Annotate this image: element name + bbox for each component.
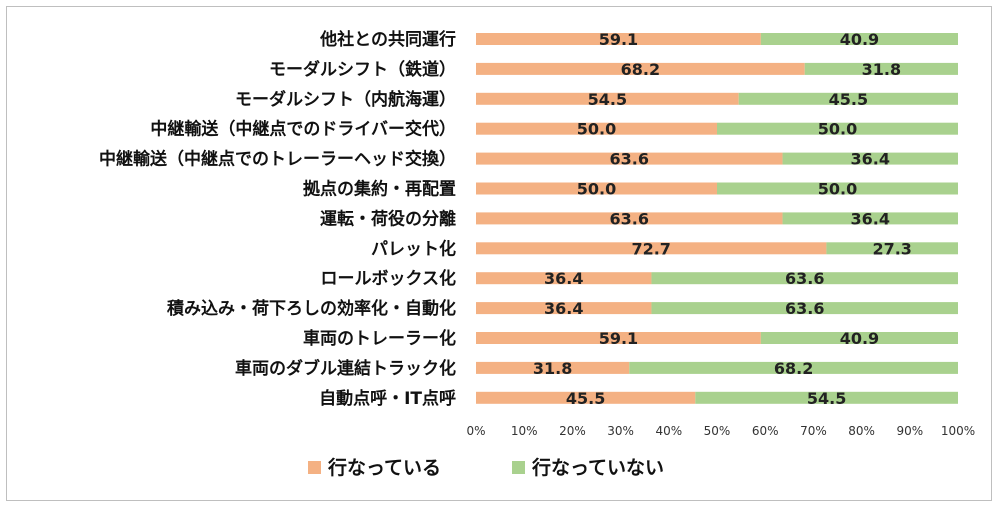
x-tick-label: 0% (466, 424, 485, 438)
x-tick-label: 100% (941, 424, 975, 438)
data-label: 54.5 (807, 389, 846, 408)
bar-segment-not-doing (717, 182, 958, 195)
bars: 59.1 40.9 68.2 31.8 54.5 45.5 50.0 50.0 63.6 36.4… (476, 30, 958, 408)
legend-swatch (308, 461, 321, 474)
data-label: 72.7 (631, 239, 670, 258)
data-label: 59.1 (599, 30, 638, 49)
bar-segment-doing (476, 62, 805, 75)
category-label: 運転・荷役の分離 (320, 208, 456, 229)
category-label: 中継輸送（中継点でのトレーラーヘッド交換） (99, 149, 456, 170)
legend-item-not-doing: 行なっていない (512, 456, 664, 479)
data-label: 40.9 (840, 329, 879, 348)
bar-segment-not-doing (826, 242, 958, 255)
data-label: 63.6 (785, 269, 824, 288)
data-label: 50.0 (818, 120, 857, 139)
bar-segment-not-doing (651, 302, 958, 315)
x-tick-label: 20% (559, 424, 586, 438)
data-label: 31.8 (533, 359, 572, 378)
legend-label: 行なっている (327, 456, 441, 479)
legend-label: 行なっていない (531, 456, 664, 479)
bar-segment-not-doing (804, 62, 958, 75)
category-label: 車両のダブル連結トラック化 (235, 358, 456, 379)
bar-segment-doing (476, 242, 827, 255)
data-label: 45.5 (829, 90, 868, 109)
category-label: 中継輸送（中継点でのドライバー交代） (150, 119, 456, 140)
bar-segment-not-doing (717, 122, 958, 135)
bar-segment-doing (476, 361, 630, 374)
legend-item-doing: 行なっている (308, 456, 441, 479)
bar-segment-not-doing (760, 332, 958, 344)
data-label: 50.0 (577, 180, 616, 199)
x-tick-label: 60% (752, 424, 779, 438)
bar-segment-not-doing (695, 391, 958, 404)
bar-segment-doing (476, 122, 717, 135)
data-label: 40.9 (840, 30, 879, 49)
bar-segment-doing (476, 33, 761, 45)
data-label: 63.6 (610, 209, 649, 228)
bar-segment-not-doing (738, 92, 958, 105)
bar-segment-doing (476, 391, 696, 404)
bar-segment-doing (476, 272, 652, 285)
category-label: 自動点呼・IT点呼 (319, 388, 456, 409)
x-tick-label: 10% (511, 424, 538, 438)
data-label: 36.4 (544, 299, 583, 318)
data-label: 45.5 (566, 389, 605, 408)
bar-segment-doing (476, 152, 783, 165)
x-tick-label: 30% (607, 424, 634, 438)
x-tick-label: 90% (896, 424, 923, 438)
legend-swatch (512, 461, 525, 474)
category-label: ロールボックス化 (321, 268, 457, 289)
data-label: 63.6 (610, 150, 649, 169)
data-label: 36.4 (851, 150, 890, 169)
data-label: 31.8 (862, 60, 901, 79)
data-label: 50.0 (577, 120, 616, 139)
bar-segment-doing (476, 182, 717, 195)
x-tick-label: 40% (655, 424, 682, 438)
data-label: 59.1 (599, 329, 638, 348)
bar-segment-not-doing (782, 212, 958, 225)
category-label: 積み込み・荷下ろしの効率化・自動化 (167, 298, 456, 319)
data-label: 27.3 (872, 239, 911, 258)
category-label: 車両のトレーラー化 (303, 328, 456, 349)
bar-segment-doing (476, 92, 739, 105)
x-axis: 0% 10% 20% 30% 40% 50% 60% 70% 80% 90% 100% (466, 424, 975, 438)
category-label: 拠点の集約・再配置 (303, 179, 456, 200)
data-label: 50.0 (818, 180, 857, 199)
data-label: 68.2 (774, 359, 813, 378)
bar-segment-doing (476, 212, 783, 225)
bar-segment-doing (476, 332, 761, 344)
bar-segment-not-doing (782, 152, 958, 165)
x-tick-label: 50% (704, 424, 731, 438)
bar-segment-not-doing (629, 361, 958, 374)
legend: 行なっている 行なっていない (308, 456, 664, 479)
data-label: 54.5 (588, 90, 627, 109)
x-tick-label: 70% (800, 424, 827, 438)
data-label: 63.6 (785, 299, 824, 318)
data-label: 36.4 (851, 209, 890, 228)
category-label: モーダルシフト（鉄道） (269, 59, 456, 80)
data-label: 68.2 (621, 60, 660, 79)
category-label: パレット化 (371, 238, 456, 259)
x-tick-label: 80% (848, 424, 875, 438)
category-label: モーダルシフト（内航海運） (235, 89, 456, 110)
bar-segment-doing (476, 302, 652, 315)
category-label: 他社との共同運行 (319, 29, 456, 50)
data-label: 36.4 (544, 269, 583, 288)
bar-segment-not-doing (651, 272, 958, 285)
bar-segment-not-doing (760, 33, 958, 45)
